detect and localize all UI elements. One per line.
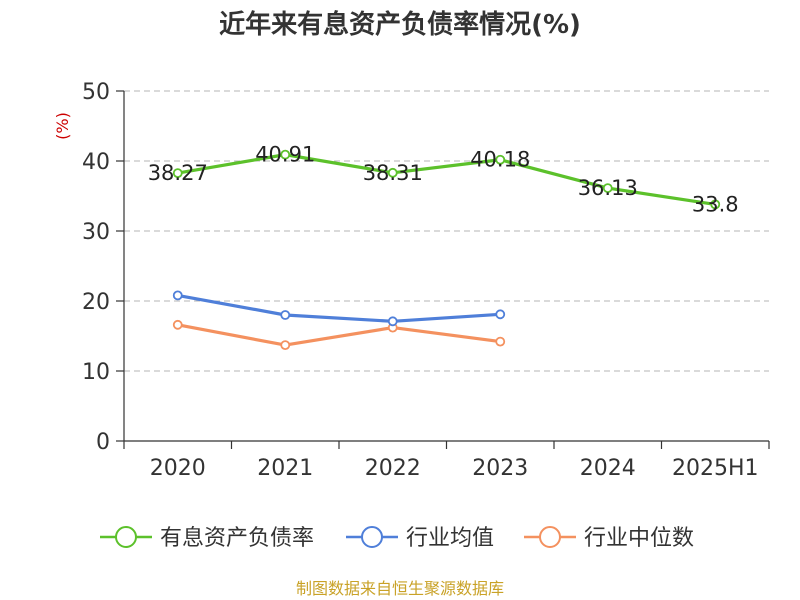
legend-marker (539, 526, 561, 548)
x-tick-label: 2020 (150, 456, 206, 481)
data-point (172, 319, 183, 330)
series-layer (172, 149, 721, 351)
y-tick-label: 0 (96, 430, 110, 455)
y-tick-label: 20 (82, 290, 110, 315)
data-label: 36.13 (578, 176, 638, 200)
legend: 有息资产负债率 行业均值 行业中位数 (100, 526, 694, 551)
data-point (280, 310, 291, 320)
legend-label: 有息资产负债率 (160, 526, 314, 551)
axes: 0 10 20 30 40 50 2020 2021 2022 2023 2024 2025H1 (82, 80, 770, 481)
data-point (495, 309, 506, 320)
legend-marker (361, 526, 383, 548)
series-line-0 (176, 153, 717, 206)
series-line-2 (176, 323, 502, 347)
x-tick-label: 2022 (365, 456, 421, 481)
data-point (387, 316, 398, 327)
y-tick-label: 50 (82, 80, 110, 105)
x-tick-label: 2021 (257, 456, 313, 481)
x-tick-label: 2025H1 (672, 456, 759, 481)
data-point (710, 199, 721, 210)
chart-title: 近年来有息资产负债率情况(%) (219, 9, 581, 40)
series-line-1 (176, 293, 502, 323)
y-tick-label: 30 (82, 220, 110, 245)
data-label: 40.91 (255, 143, 315, 167)
data-point (280, 149, 291, 160)
y-tick-label: 40 (82, 150, 110, 175)
data-point (172, 168, 183, 179)
data-point (495, 336, 506, 347)
legend-label: 行业中位数 (584, 526, 694, 551)
grid-lines (124, 90, 769, 372)
data-point (602, 183, 613, 193)
data-label: 33.8 (692, 192, 739, 216)
y-axis-unit: (%) (53, 112, 72, 140)
data-point (172, 290, 183, 301)
x-tick-label: 2023 (472, 456, 528, 481)
data-label: 38.27 (148, 161, 208, 185)
data-point (495, 154, 506, 165)
data-label: 38.31 (363, 161, 423, 185)
legend-label: 行业均值 (406, 526, 494, 551)
data-labels: 38.27 40.91 38.31 40.18 36.13 33.8 (148, 143, 739, 217)
legend-marker (115, 526, 137, 548)
x-tick-label: 2024 (580, 456, 636, 481)
source-note: 制图数据来自恒生聚源数据库 (296, 579, 504, 598)
data-label: 40.18 (470, 148, 530, 172)
data-point (387, 167, 398, 178)
data-point (280, 340, 291, 351)
y-tick-label: 10 (82, 360, 110, 385)
